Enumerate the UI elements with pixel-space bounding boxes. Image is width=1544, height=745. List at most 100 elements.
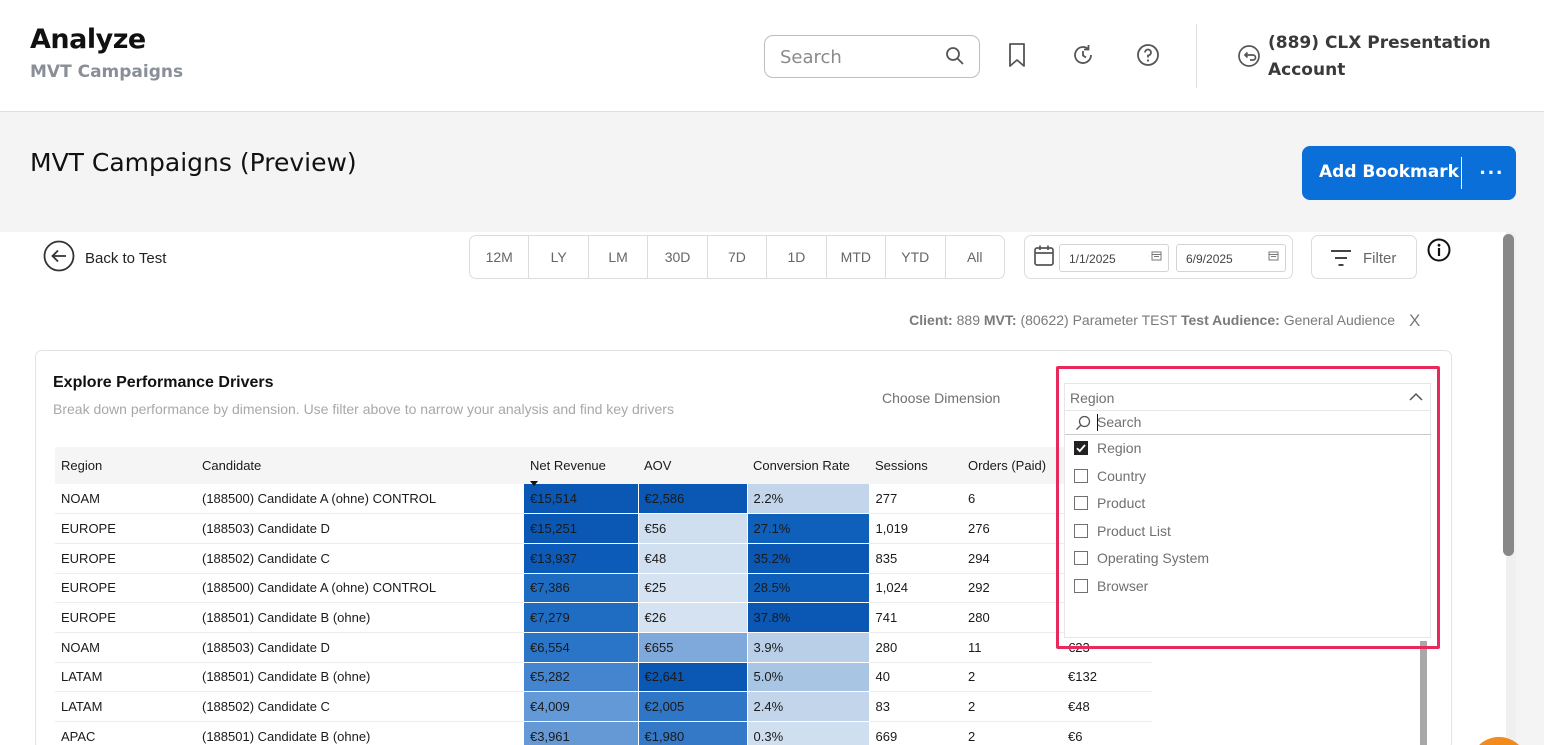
dimension-option-country[interactable]: Country bbox=[1074, 465, 1146, 487]
filter-button[interactable]: Filter bbox=[1311, 235, 1417, 279]
range-button-ytd[interactable]: YTD bbox=[886, 236, 946, 278]
audience-value: General Audience bbox=[1283, 312, 1395, 328]
cell-region: EUROPE bbox=[55, 543, 196, 574]
cell-orders-paid: 11 bbox=[962, 632, 1062, 663]
dimension-option-region[interactable]: Region bbox=[1074, 437, 1141, 459]
date-to-field[interactable]: 6/9/2025 bbox=[1176, 244, 1286, 272]
checkbox-icon[interactable] bbox=[1074, 523, 1088, 538]
range-button-all[interactable]: All bbox=[966, 249, 983, 265]
col-header-net-revenue[interactable]: Net Revenue bbox=[524, 447, 638, 486]
table-scrollbar-thumb[interactable] bbox=[1420, 641, 1427, 745]
col-header-orders-paid[interactable]: Orders (Paid) bbox=[962, 447, 1062, 484]
col-header-candidate[interactable]: Candidate bbox=[196, 447, 524, 484]
table-row[interactable]: EUROPE (188501) Candidate B (ohne) €7,279 €… bbox=[55, 602, 1152, 633]
table-row[interactable]: EUROPE (188503) Candidate D €15,251 €56 27.1… bbox=[55, 513, 1152, 544]
table-row[interactable]: LATAM (188502) Candidate C €4,009 €2,005 2.4… bbox=[55, 691, 1152, 722]
col-header-region[interactable]: Region bbox=[55, 447, 196, 484]
dimension-search[interactable]: Search bbox=[1065, 411, 1431, 435]
dimension-option-product[interactable]: Product bbox=[1074, 492, 1145, 514]
chat-launcher-button[interactable] bbox=[1470, 737, 1528, 745]
dimension-option-operating-system[interactable]: Operating System bbox=[1074, 547, 1209, 569]
date-from-calendar-icon[interactable] bbox=[1151, 250, 1162, 264]
table-row[interactable]: LATAM (188501) Candidate B (ohne) €5,282 €2… bbox=[55, 662, 1152, 693]
cell-sessions: 280 bbox=[869, 632, 962, 663]
app-title: Analyze bbox=[30, 24, 146, 55]
add-bookmark-button[interactable]: Add Bookmark ··· bbox=[1302, 146, 1516, 200]
dimension-option-label[interactable]: Browser bbox=[1097, 577, 1149, 594]
info-icon[interactable] bbox=[1427, 238, 1451, 267]
dimension-search-icon[interactable] bbox=[1075, 415, 1091, 436]
back-arrow-icon[interactable] bbox=[43, 240, 75, 276]
date-range-picker: 1/1/2025 6/9/2025 bbox=[1024, 235, 1293, 279]
filter-icon[interactable] bbox=[1330, 248, 1352, 272]
cell-net-revenue: €4,009 bbox=[524, 691, 639, 722]
bookmark-icon[interactable] bbox=[1005, 42, 1031, 68]
cell-conversion-rate: 0.3% bbox=[747, 721, 870, 745]
back-to-test-label[interactable]: Back to Test bbox=[85, 249, 167, 267]
sort-desc-icon[interactable] bbox=[530, 475, 538, 490]
add-bookmark-label[interactable]: Add Bookmark bbox=[1319, 162, 1459, 182]
dimension-option-label[interactable]: Country bbox=[1097, 467, 1147, 484]
chevron-up-icon[interactable] bbox=[1408, 390, 1424, 408]
account-name[interactable]: (889) CLX Presentation Account bbox=[1268, 33, 1491, 80]
help-icon[interactable] bbox=[1135, 42, 1161, 68]
dimension-option-browser[interactable]: Browser bbox=[1074, 575, 1148, 597]
table-row[interactable]: NOAM (188500) Candidate A (ohne) CONTROL €… bbox=[55, 484, 1152, 515]
global-search[interactable] bbox=[764, 35, 980, 78]
dimension-option-label[interactable]: Operating System bbox=[1097, 550, 1210, 566]
history-icon[interactable] bbox=[1070, 42, 1096, 68]
cell-orders-paid: 2 bbox=[962, 721, 1062, 745]
page-scrollbar-thumb[interactable] bbox=[1503, 234, 1514, 556]
col-header-sessions[interactable]: Sessions bbox=[869, 447, 962, 484]
col-header-net-revenue-label[interactable]: Net Revenue bbox=[530, 458, 606, 473]
search-icon[interactable] bbox=[945, 46, 965, 71]
cell-conversion-rate: 3.9% bbox=[747, 632, 870, 663]
checkbox-checked-icon[interactable] bbox=[1074, 441, 1088, 455]
col-header-aov[interactable]: AOV bbox=[638, 447, 747, 484]
cell-net-revenue: €15,514 bbox=[524, 484, 639, 515]
dimension-selected-value[interactable]: Region bbox=[1070, 390, 1115, 406]
checkbox-icon[interactable] bbox=[1074, 468, 1088, 483]
dimension-option-label[interactable]: Region bbox=[1097, 440, 1142, 456]
dimension-option-product-list[interactable]: Product List bbox=[1074, 520, 1171, 542]
table-row[interactable]: EUROPE (188500) Candidate A (ohne) CONTRO… bbox=[55, 573, 1152, 604]
date-from-field[interactable]: 1/1/2025 bbox=[1059, 244, 1169, 272]
dimension-search-placeholder[interactable]: Search bbox=[1097, 414, 1142, 430]
range-button-ly[interactable]: LY bbox=[529, 236, 589, 278]
range-button-1d[interactable]: 1D bbox=[767, 236, 827, 278]
range-button-12m[interactable]: 12M bbox=[470, 236, 530, 278]
cell-aov: €2,005 bbox=[638, 691, 748, 722]
cell-conversion-rate: 37.8% bbox=[747, 602, 870, 633]
cell-region: EUROPE bbox=[55, 513, 196, 544]
dimension-select[interactable]: Region bbox=[1064, 383, 1431, 411]
client-label: Client: bbox=[909, 312, 953, 328]
back-to-test-link[interactable]: Back to Test bbox=[43, 240, 167, 276]
table-row[interactable]: APAC (188501) Candidate B (ohne) €3,961 €1,… bbox=[55, 721, 1152, 745]
more-options-button[interactable]: ··· bbox=[1479, 160, 1505, 185]
calendar-icon[interactable] bbox=[1033, 244, 1055, 273]
col-header-conversion-rate[interactable]: Conversion Rate bbox=[747, 447, 869, 484]
cell-region: EUROPE bbox=[55, 573, 196, 604]
cell-extra: €132 bbox=[1062, 662, 1152, 693]
date-to-calendar-icon[interactable] bbox=[1268, 250, 1279, 264]
range-button-mtd[interactable]: MTD bbox=[827, 236, 887, 278]
checkbox-icon[interactable] bbox=[1074, 551, 1088, 565]
checkbox-icon[interactable] bbox=[1074, 496, 1088, 510]
cell-sessions: 1,024 bbox=[869, 573, 962, 604]
cell-aov: €25 bbox=[638, 573, 748, 604]
dimension-option-label[interactable]: Product List bbox=[1097, 522, 1171, 539]
switch-account-icon[interactable] bbox=[1237, 44, 1263, 70]
table-row[interactable]: NOAM (188503) Candidate D €6,554 €655 3.9% 28… bbox=[55, 632, 1152, 663]
global-search-input[interactable] bbox=[780, 45, 940, 69]
filter-label[interactable]: Filter bbox=[1363, 250, 1397, 267]
range-button-lm[interactable]: LM bbox=[589, 236, 649, 278]
range-button-7d[interactable]: 7D bbox=[708, 236, 768, 278]
table-row[interactable]: EUROPE (188502) Candidate C €13,937 €48 35.2… bbox=[55, 543, 1152, 574]
checkbox-icon[interactable] bbox=[1074, 578, 1088, 593]
card-subtitle: Break down performance by dimension. Use… bbox=[53, 401, 674, 417]
dimension-option-label[interactable]: Product bbox=[1097, 495, 1146, 511]
text-cursor bbox=[1097, 414, 1098, 431]
range-button-30d[interactable]: 30D bbox=[648, 236, 708, 278]
cell-sessions: 835 bbox=[869, 543, 962, 574]
clear-context-button[interactable]: X bbox=[1409, 311, 1421, 330]
